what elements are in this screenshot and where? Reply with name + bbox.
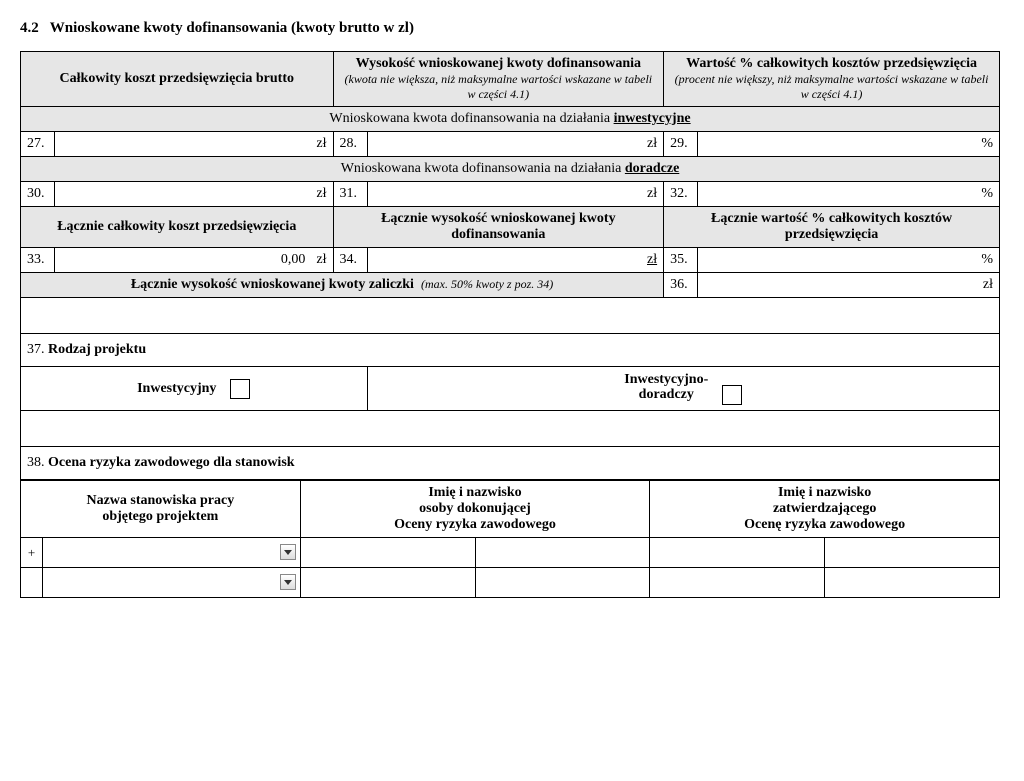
risk-r2-c2a[interactable] (300, 568, 475, 598)
chevron-down-icon[interactable] (280, 574, 296, 590)
field-32-value[interactable]: % (698, 182, 1000, 207)
field-27-value[interactable]: zł (55, 132, 334, 157)
stanowisko-dropdown[interactable] (43, 538, 301, 568)
option-inwestycyjno-doradczy[interactable]: Inwestycyjno-doradczy (367, 367, 999, 411)
field-28-num: 28. (333, 132, 367, 157)
zaliczka-label: Łącznie wysokość wnioskowanej kwoty zali… (21, 273, 664, 298)
risk-col2: Imię i nazwiskoosoby dokonującejOceny ry… (300, 481, 650, 538)
row-inwestycyjne-label: Wnioskowana kwota dofinansowania na dzia… (21, 107, 1000, 132)
risk-r1-c3a[interactable] (650, 538, 825, 568)
stanowisko-dropdown[interactable] (43, 568, 301, 598)
header-col2: Wysokość wnioskowanej kwoty dofinansowan… (333, 52, 664, 107)
field-33-num: 33. (21, 248, 55, 273)
field-29-num: 29. (664, 132, 698, 157)
risk-r1-c3b[interactable] (825, 538, 1000, 568)
add-row-button[interactable]: + (21, 538, 43, 568)
field-36-value[interactable]: zł (698, 273, 1000, 298)
field-30-num: 30. (21, 182, 55, 207)
field-30-value[interactable]: zł (55, 182, 334, 207)
section-37-head: 37. Rodzaj projektu (21, 334, 1000, 367)
header-col1: Całkowity koszt przedsięwzięcia brutto (21, 52, 334, 107)
lacznie-col1: Łącznie całkowity koszt przedsięwzięcia (21, 207, 334, 248)
spacer-row (21, 411, 1000, 447)
field-35-value[interactable]: % (698, 248, 1000, 273)
field-31-value[interactable]: zł (367, 182, 664, 207)
risk-col1: Nazwa stanowiska pracyobjętego projektem (21, 481, 301, 538)
field-32-num: 32. (664, 182, 698, 207)
row-doradcze-label: Wnioskowana kwota dofinansowania na dzia… (21, 157, 1000, 182)
row-marker (21, 568, 43, 598)
risk-table: Nazwa stanowiska pracyobjętego projektem… (20, 480, 1000, 598)
field-29-value[interactable]: % (698, 132, 1000, 157)
field-35-num: 35. (664, 248, 698, 273)
section-heading: Wnioskowane kwoty dofinansowania (kwoty … (50, 20, 414, 36)
field-34-value[interactable]: zł (367, 248, 664, 273)
option-inwestycyjny[interactable]: Inwestycyjny (21, 367, 368, 411)
checkbox-icon[interactable] (230, 379, 250, 399)
lacznie-col3: Łącznie wartość % całkowitych kosztów pr… (664, 207, 1000, 248)
risk-r1-c2a[interactable] (300, 538, 475, 568)
risk-col3: Imię i nazwiskozatwierdzającegoOcenę ryz… (650, 481, 1000, 538)
checkbox-icon[interactable] (722, 385, 742, 405)
section-title: 4.2 Wnioskowane kwoty dofinansowania (kw… (20, 20, 1004, 37)
field-36-num: 36. (664, 273, 698, 298)
field-31-num: 31. (333, 182, 367, 207)
risk-r2-c3b[interactable] (825, 568, 1000, 598)
field-34-num: 34. (333, 248, 367, 273)
field-28-value[interactable]: zł (367, 132, 664, 157)
chevron-down-icon[interactable] (280, 544, 296, 560)
risk-r1-c2b[interactable] (475, 538, 650, 568)
spacer-row (21, 298, 1000, 334)
section-number: 4.2 (20, 20, 39, 36)
lacznie-col2: Łącznie wysokość wnioskowanej kwoty dofi… (333, 207, 664, 248)
section-38-head: 38. Ocena ryzyka zawodowego dla stanowis… (21, 447, 1000, 480)
field-33-value[interactable]: 0,00 zł (55, 248, 334, 273)
risk-r2-c2b[interactable] (475, 568, 650, 598)
field-27-num: 27. (21, 132, 55, 157)
risk-r2-c3a[interactable] (650, 568, 825, 598)
funding-table: Całkowity koszt przedsięwzięcia brutto W… (20, 51, 1000, 480)
header-col3: Wartość % całkowitych kosztów przedsięwz… (664, 52, 1000, 107)
